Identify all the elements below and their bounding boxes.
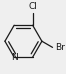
Text: Cl: Cl bbox=[28, 2, 37, 11]
Text: Br: Br bbox=[55, 43, 65, 52]
Text: N: N bbox=[11, 53, 18, 62]
